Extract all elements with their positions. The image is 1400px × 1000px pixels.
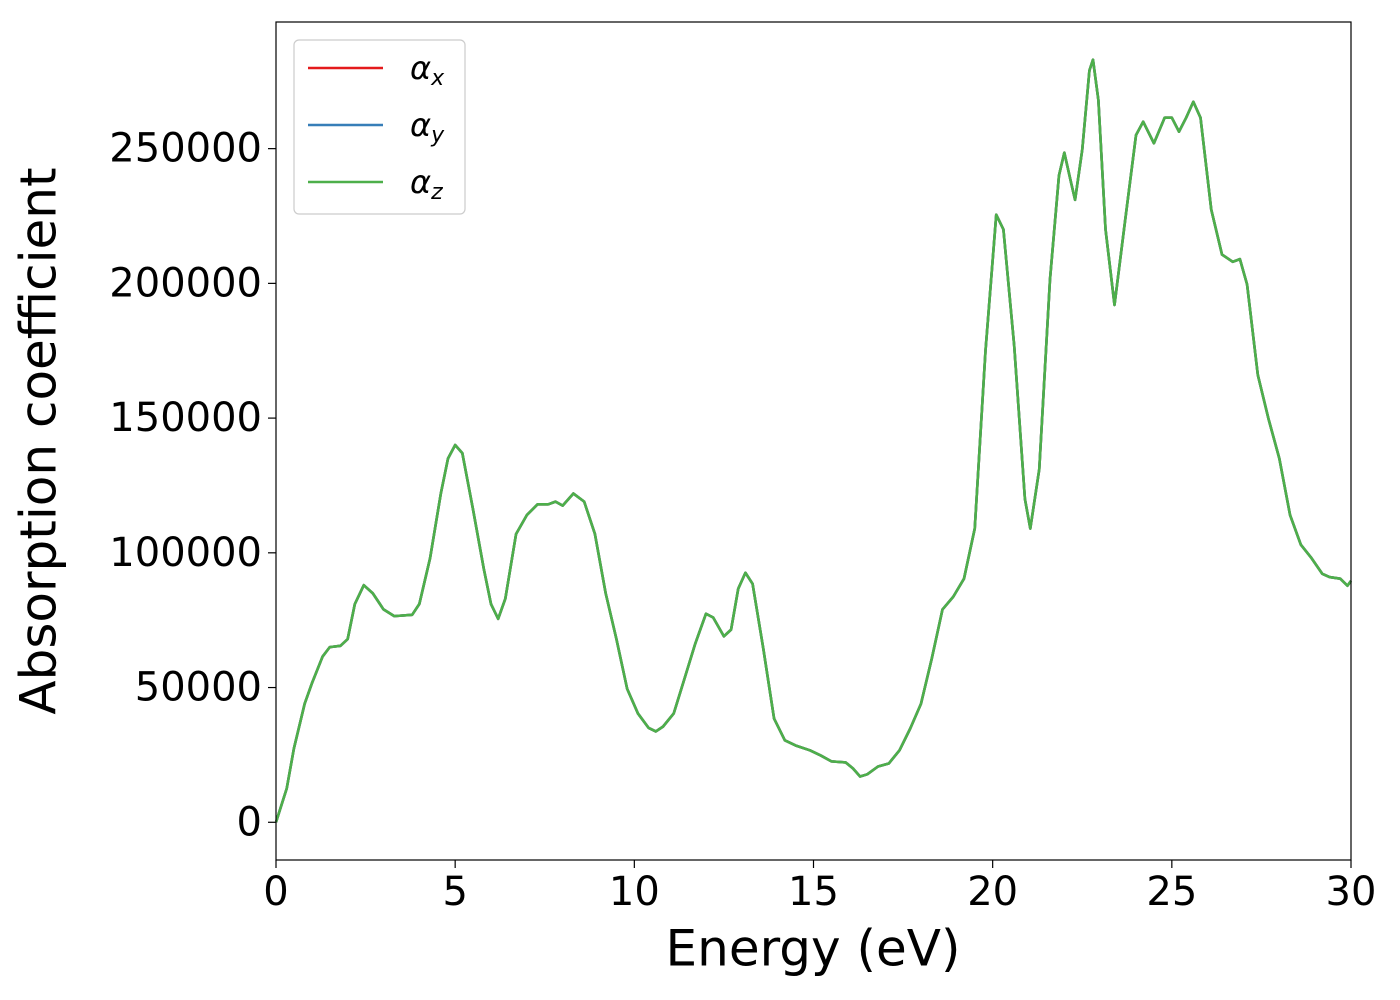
legend-label: αx [410, 49, 445, 91]
y-tick-label: 0 [237, 799, 262, 845]
legend-box [293, 39, 466, 215]
x-tick-label: 25 [1146, 869, 1197, 915]
x-tick-label: 5 [442, 869, 467, 915]
y-tick-label: 50000 [135, 665, 262, 711]
legend-label: αy [410, 106, 445, 148]
x-axis-label: Energy (eV) [666, 920, 961, 978]
plot-frame [275, 21, 1352, 861]
y-tick-label: 150000 [109, 395, 262, 441]
y-tick-label: 100000 [109, 530, 262, 576]
x-tick-label: 30 [1326, 869, 1377, 915]
x-tick-label: 15 [788, 869, 839, 915]
x-tick-label: 10 [609, 869, 660, 915]
legend-label: αz [410, 163, 443, 205]
y-tick-label: 250000 [109, 126, 262, 172]
x-tick-label: 20 [967, 869, 1018, 915]
legend: αx αy αz [293, 39, 466, 215]
y-tick-label: 200000 [109, 260, 262, 306]
data-line [274, 58, 1353, 823]
x-tick-label: 0 [263, 869, 288, 915]
y-axis-label: Absorption coefficient [10, 167, 68, 714]
